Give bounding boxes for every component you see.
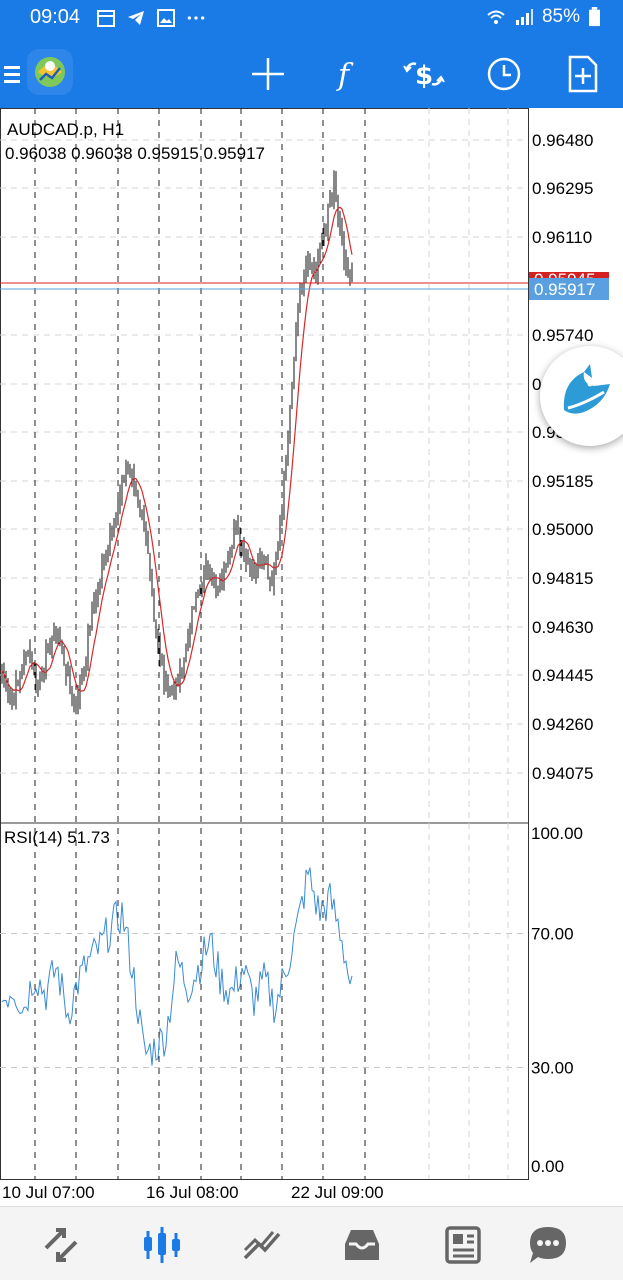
- status-time: 09:04: [30, 6, 81, 28]
- nav-quotes[interactable]: [37, 1221, 85, 1269]
- system-icons: 85%: [486, 6, 601, 28]
- price-tick-label: 0.96110: [532, 228, 592, 247]
- price-tick-label: 0: [532, 375, 541, 394]
- new-order-button[interactable]: [561, 52, 605, 96]
- indicator-icon: f: [336, 58, 354, 92]
- date-label: 16 Jul 08:00: [146, 1183, 239, 1202]
- axis-labels: 0.964800.962950.961100.9574000.950.95185…: [2, 131, 609, 1202]
- price-tick-label: 0.95740: [532, 326, 593, 345]
- menu-button[interactable]: [0, 52, 36, 96]
- svg-text:f: f: [336, 58, 354, 92]
- telegram-icon: [128, 11, 144, 25]
- signal-icon: [515, 9, 533, 25]
- menu-icon: [4, 66, 20, 83]
- chat-icon: [530, 1227, 566, 1263]
- symbol-timeframe-label: AUDCAD.p, H1: [7, 120, 125, 139]
- chart-toolbar: f $: [0, 38, 623, 108]
- price-tick-label: 0.94260: [532, 715, 593, 734]
- price-tick-label: 0.94630: [532, 618, 593, 637]
- price-tick-label: 0.94075: [532, 764, 593, 783]
- date-label: 10 Jul 07:00: [2, 1183, 95, 1202]
- metatrader-logo: [27, 49, 73, 95]
- more-dots-icon: [187, 16, 205, 20]
- price-tick-label: 0.96295: [532, 179, 593, 198]
- rsi-tick-label: 70.00: [531, 925, 574, 944]
- assistant-bird-icon: [563, 364, 610, 414]
- floating-assistant-button[interactable]: [540, 346, 623, 446]
- rsi-tick-label: 100.00: [531, 824, 583, 843]
- nav-history[interactable]: [338, 1221, 386, 1269]
- gallery-icon: [157, 9, 175, 27]
- moving-average-line: [1, 206, 353, 692]
- trade-icon: $: [403, 61, 445, 91]
- news-icon: [445, 1226, 481, 1264]
- trade-icon: [243, 1231, 281, 1260]
- chart-grid: [0, 108, 529, 1180]
- chart-icon: [144, 1227, 180, 1263]
- history-icon: [345, 1230, 379, 1260]
- date-label: 22 Jul 09:00: [291, 1183, 384, 1202]
- bottom-navigation: [0, 1206, 623, 1280]
- timeframe-button[interactable]: [482, 52, 526, 96]
- price-tick-label: 0.94815: [532, 569, 593, 588]
- nav-chat[interactable]: [524, 1221, 572, 1269]
- crosshair-icon: [252, 58, 284, 90]
- notification-icons: [96, 8, 206, 28]
- ohlc-values: 0.96038 0.96038 0.95915 0.95917: [5, 144, 265, 163]
- crosshair-button[interactable]: [246, 52, 290, 96]
- bid-price-badge: [529, 278, 609, 300]
- indicators-button[interactable]: f: [325, 52, 369, 96]
- rsi-tick-label: 30.00: [531, 1059, 574, 1078]
- calendar-icon: [97, 10, 115, 27]
- timeframe-icon: [487, 57, 521, 91]
- candles: [1, 170, 353, 715]
- rsi-tick-label: 0.00: [531, 1157, 564, 1176]
- rsi-indicator-label: RSI(14) 51.73: [4, 828, 110, 847]
- wifi-icon: [487, 10, 505, 24]
- nav-news[interactable]: [438, 1221, 486, 1269]
- app-logo-button[interactable]: [26, 48, 74, 96]
- price-tick-label: 0.95000: [532, 520, 593, 539]
- trade-button[interactable]: $: [402, 52, 446, 96]
- plot-frame: [0, 108, 529, 1180]
- status-bar: 09:04 85%: [0, 0, 623, 38]
- quotes-icon: [44, 1228, 78, 1262]
- battery-percent: 85%: [541, 6, 580, 27]
- price-tick-label: 0.95185: [532, 472, 593, 491]
- svg-text:$: $: [415, 61, 433, 91]
- bid-price-label: 0.95917: [534, 280, 595, 299]
- battery-icon: [589, 7, 600, 27]
- price-chart[interactable]: 0.964800.962950.961100.9574000.950.95185…: [0, 108, 623, 1206]
- nav-trade[interactable]: [238, 1221, 286, 1269]
- price-tick-label: 0.94445: [532, 666, 593, 685]
- rsi-line: [1, 867, 353, 1066]
- chart-area[interactable]: 0.96480 0.96295 0.96110 0.95740 0 0.95 0.95185…: [0, 108, 623, 1206]
- new-order-icon: [568, 55, 598, 93]
- nav-chart[interactable]: [138, 1221, 186, 1269]
- price-tick-label: 0.96480: [532, 131, 593, 150]
